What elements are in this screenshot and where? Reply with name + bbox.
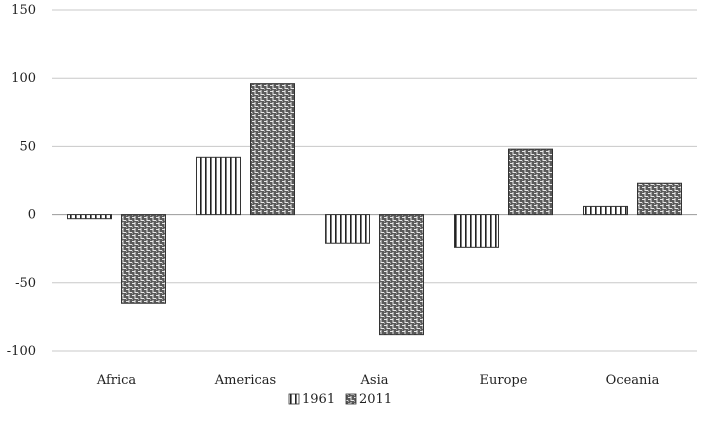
bar-1961-asia [325, 214, 370, 244]
legend-label: 1961 [302, 392, 335, 407]
bar-1961-oceania [583, 205, 628, 216]
x-category-label: Asia [360, 373, 389, 388]
bar-2011-africa [121, 214, 166, 304]
bar-1961-europe [454, 214, 499, 248]
x-category-label: Europe [480, 373, 528, 388]
bar-2011-oceania [637, 182, 682, 216]
y-tick-label: 100 [11, 71, 36, 86]
legend-label: 2011 [359, 392, 392, 407]
y-tick-label: -50 [15, 276, 36, 291]
bar-1961-africa [67, 214, 112, 220]
y-tick-label: -100 [7, 344, 36, 359]
y-tick-label: 0 [28, 208, 36, 223]
bar-2011-americas [250, 83, 295, 216]
bar-2011-asia [379, 214, 424, 336]
y-axis-tick-labels: 150 100 50 0 -50 -100 [7, 3, 36, 359]
bar-1961-americas [196, 156, 241, 216]
bars [67, 83, 682, 336]
bar-2011-europe [508, 148, 553, 216]
legend-swatch-2011 [345, 393, 357, 405]
x-category-label: Africa [96, 373, 137, 388]
x-category-label: Americas [214, 373, 276, 388]
y-tick-label: 150 [11, 3, 36, 18]
y-tick-label: 50 [19, 139, 36, 154]
x-category-label: Oceania [606, 373, 660, 388]
legend-swatch-1961 [288, 393, 300, 405]
x-axis-category-labels: Africa Americas Asia Europe Oceania [96, 373, 660, 388]
legend: 1961 2011 [288, 392, 392, 407]
